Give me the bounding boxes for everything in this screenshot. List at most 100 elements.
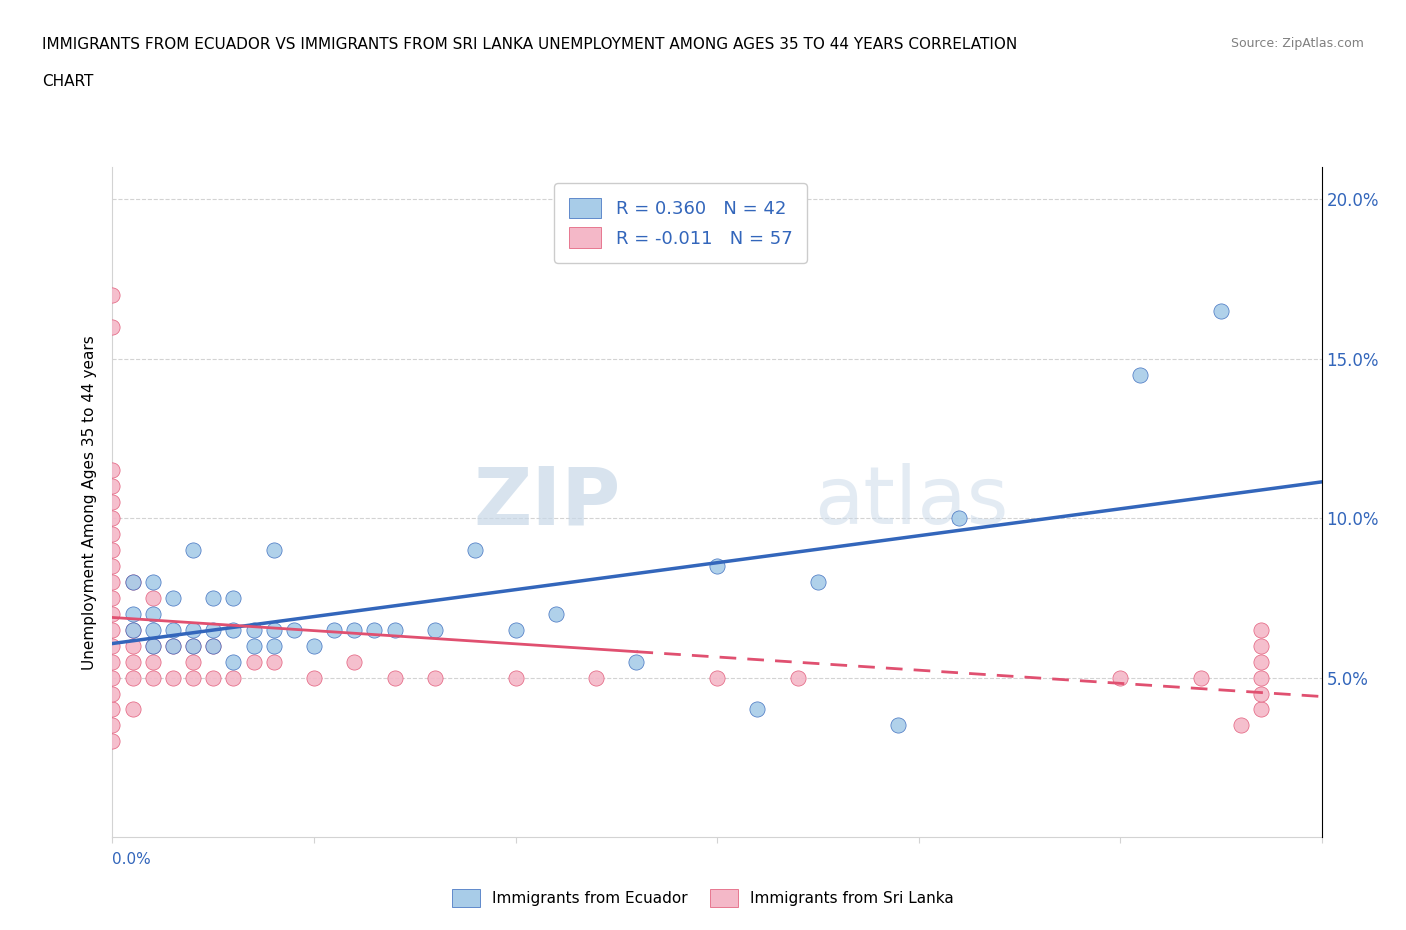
Point (464, 542, 486, 557)
Point (162, 622, 184, 637)
Point (1230, 718, 1253, 733)
Point (786, 671, 808, 685)
Point (121, 654, 143, 669)
Point (101, 575, 124, 590)
Point (101, 463, 124, 478)
Point (181, 671, 204, 685)
Text: 0.0%: 0.0% (112, 852, 152, 867)
Point (121, 575, 143, 590)
Point (1129, 367, 1152, 382)
Point (283, 622, 305, 637)
Point (181, 654, 204, 669)
Point (384, 622, 406, 637)
Point (121, 702, 143, 717)
Point (202, 622, 225, 637)
Point (101, 526, 124, 541)
Point (142, 606, 165, 621)
Point (948, 511, 970, 525)
Text: IMMIGRANTS FROM ECUADOR VS IMMIGRANTS FROM SRI LANKA UNEMPLOYMENT AMONG AGES 35 : IMMIGRANTS FROM ECUADOR VS IMMIGRANTS FR… (42, 37, 1018, 52)
Text: atlas: atlas (814, 463, 1008, 541)
Point (263, 542, 285, 557)
Point (544, 606, 567, 621)
Point (101, 718, 124, 733)
Text: CHART: CHART (42, 74, 94, 89)
Point (242, 622, 264, 637)
Point (202, 591, 225, 605)
Point (162, 671, 184, 685)
Point (101, 702, 124, 717)
Point (162, 591, 184, 605)
Point (121, 622, 143, 637)
Point (302, 671, 325, 685)
Point (384, 671, 406, 685)
Point (747, 702, 769, 717)
Point (242, 638, 264, 653)
Point (142, 622, 165, 637)
Point (887, 718, 910, 733)
Point (343, 654, 366, 669)
Point (343, 622, 366, 637)
Point (1250, 622, 1272, 637)
Point (101, 638, 124, 653)
Point (302, 638, 325, 653)
Point (101, 686, 124, 701)
Point (323, 622, 346, 637)
Point (142, 638, 165, 653)
Point (162, 638, 184, 653)
Point (101, 511, 124, 525)
Point (1250, 671, 1272, 685)
Point (423, 622, 446, 637)
Point (101, 542, 124, 557)
Point (222, 654, 245, 669)
Point (101, 622, 124, 637)
Point (626, 654, 648, 669)
Point (101, 287, 124, 302)
Legend: Immigrants from Ecuador, Immigrants from Sri Lanka: Immigrants from Ecuador, Immigrants from… (446, 884, 960, 913)
Point (222, 671, 245, 685)
Point (202, 638, 225, 653)
Point (162, 638, 184, 653)
Point (101, 671, 124, 685)
Point (1189, 671, 1212, 685)
Point (1209, 303, 1232, 318)
Point (505, 671, 527, 685)
Point (101, 734, 124, 749)
Point (585, 671, 607, 685)
Text: Source: ZipAtlas.com: Source: ZipAtlas.com (1230, 37, 1364, 50)
Point (181, 622, 204, 637)
Point (142, 671, 165, 685)
Point (101, 591, 124, 605)
Point (263, 622, 285, 637)
Point (181, 542, 204, 557)
Point (101, 319, 124, 334)
Point (423, 671, 446, 685)
Point (1250, 654, 1272, 669)
Point (142, 638, 165, 653)
Point (807, 575, 830, 590)
Point (706, 671, 728, 685)
Point (101, 495, 124, 510)
Point (1250, 686, 1272, 701)
Point (101, 479, 124, 494)
Point (101, 606, 124, 621)
Point (363, 622, 385, 637)
Point (142, 654, 165, 669)
Legend: R = 0.360   N = 42, R = -0.011   N = 57: R = 0.360 N = 42, R = -0.011 N = 57 (554, 183, 807, 263)
Point (263, 654, 285, 669)
Point (121, 606, 143, 621)
Point (181, 638, 204, 653)
Point (222, 622, 245, 637)
Point (222, 591, 245, 605)
Point (101, 654, 124, 669)
Point (1250, 638, 1272, 653)
Point (142, 591, 165, 605)
Point (1109, 671, 1132, 685)
Point (142, 575, 165, 590)
Point (505, 622, 527, 637)
Point (706, 559, 728, 574)
Point (121, 671, 143, 685)
Point (121, 575, 143, 590)
Y-axis label: Unemployment Among Ages 35 to 44 years: Unemployment Among Ages 35 to 44 years (82, 335, 97, 670)
Text: ZIP: ZIP (472, 463, 620, 541)
Point (263, 638, 285, 653)
